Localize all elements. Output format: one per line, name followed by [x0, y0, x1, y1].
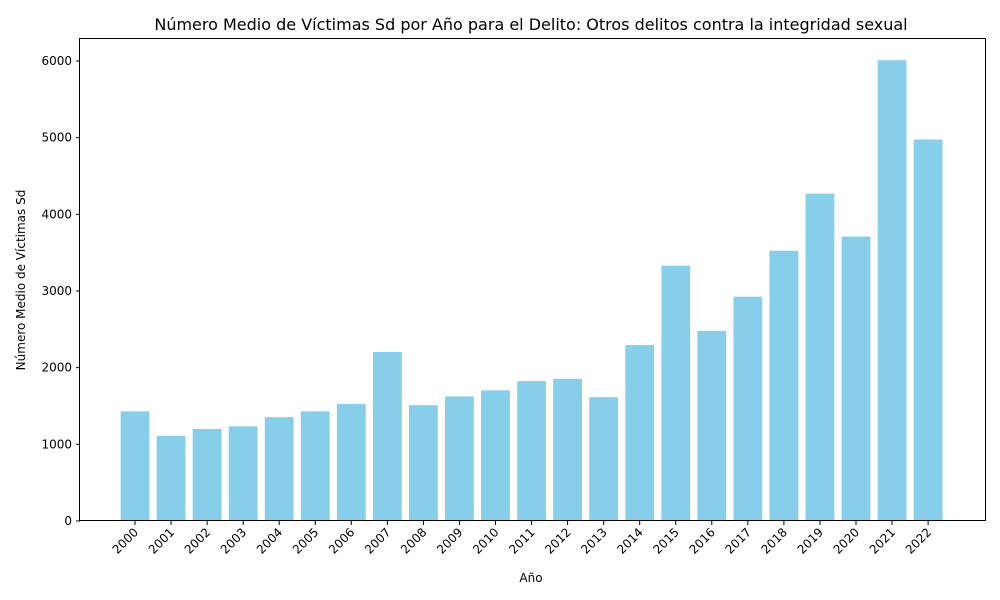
x-tick-label: 2006	[326, 525, 357, 556]
x-axis-ticks: 2000 2001 2002 2003 2004 2005 2006 2007 2008 2009…	[110, 521, 934, 557]
x-tick-label: 2002	[182, 525, 213, 556]
x-tick-label: 2016	[686, 525, 717, 556]
bar-2013	[589, 397, 619, 521]
x-tick-label: 2005	[290, 525, 321, 556]
x-axis-label: Año	[519, 571, 542, 585]
bar-2002	[192, 429, 222, 521]
bar-2005	[300, 411, 330, 521]
x-tick-label: 2020	[831, 525, 862, 556]
y-tick-label: 4000	[41, 207, 72, 221]
plot-frame	[79, 38, 986, 521]
bar-2018	[769, 250, 799, 521]
x-tick-label: 2021	[867, 525, 898, 556]
x-tick-label: 2009	[434, 525, 465, 556]
y-axis-label: Número Medio de Víctimas Sd	[14, 190, 28, 371]
y-tick-label: 1000	[41, 437, 72, 451]
x-tick-label: 2018	[759, 525, 790, 556]
bar-2015	[661, 265, 691, 521]
bar-2014	[625, 345, 655, 521]
x-tick-label: 2014	[614, 525, 645, 556]
bar-2007	[372, 351, 402, 521]
y-axis-ticks: 0 1000 2000 3000 4000 5000 6000	[41, 54, 80, 528]
bar-2017	[733, 296, 763, 521]
y-tick-label: 5000	[41, 131, 72, 145]
y-tick-label: 6000	[41, 54, 72, 68]
bar-2011	[517, 381, 546, 521]
bar-2009	[445, 396, 474, 521]
x-tick-label: 2012	[542, 525, 573, 556]
x-tick-label: 2011	[506, 525, 537, 556]
bar-2008	[409, 405, 438, 521]
bar-2016	[697, 330, 727, 521]
bar-2022	[913, 139, 943, 521]
x-tick-label: 2001	[146, 525, 177, 556]
x-tick-label: 2010	[470, 525, 501, 556]
x-tick-label: 2017	[722, 525, 753, 556]
x-tick-label: 2003	[218, 525, 249, 556]
bar-2021	[877, 60, 907, 521]
y-tick-label: 2000	[41, 361, 72, 375]
bars-group	[120, 60, 943, 521]
x-tick-label: 2008	[398, 525, 429, 556]
x-tick-label: 2007	[362, 525, 393, 556]
x-tick-label: 2013	[578, 525, 609, 556]
x-tick-label: 2004	[254, 525, 285, 556]
x-tick-label: 2000	[110, 525, 141, 556]
x-tick-label: 2015	[650, 525, 681, 556]
bar-2001	[156, 435, 186, 521]
bar-2006	[336, 404, 366, 521]
bar-2000	[120, 411, 150, 521]
x-tick-label: 2022	[903, 525, 934, 556]
chart-title: Número Medio de Víctimas Sd por Año para…	[154, 15, 907, 34]
bar-2012	[553, 378, 582, 521]
bar-2004	[264, 417, 294, 521]
bar-2020	[841, 236, 871, 521]
y-tick-label: 0	[64, 514, 72, 528]
bar-2010	[481, 390, 510, 521]
x-tick-label: 2019	[795, 525, 826, 556]
y-tick-label: 3000	[41, 284, 72, 298]
bar-2019	[805, 193, 835, 521]
bar-2003	[228, 426, 258, 521]
